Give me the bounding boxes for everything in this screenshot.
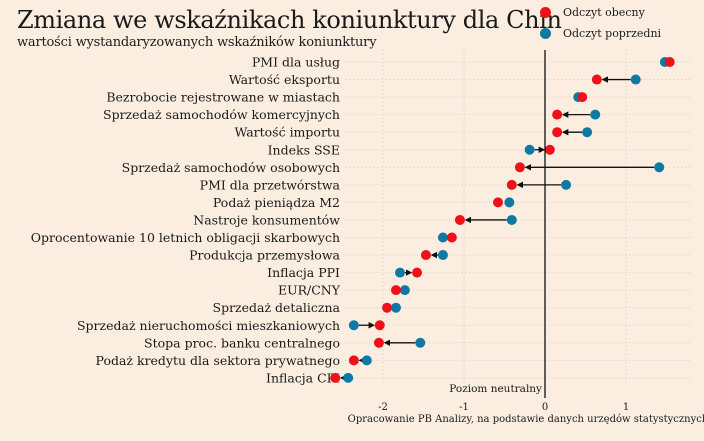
category-label: Wartość eksportu (229, 72, 340, 87)
category-label: Sprzedaż detaliczna (213, 300, 341, 315)
previous-value-point (395, 267, 406, 278)
current-value-point (454, 214, 465, 225)
category-label: Podaż kredytu dla sektora prywatnego (96, 353, 340, 368)
legend-label-current: Odczyt obecny (563, 6, 645, 19)
category-label: Wartość importu (234, 125, 340, 140)
category-label: Sprzedaż nieruchomości mieszkaniowych (77, 318, 340, 333)
current-value-point (373, 337, 384, 348)
category-label: PMI dla przetwórstwa (200, 177, 341, 192)
category-label: Bezrobocie rejestrowane w miastach (106, 90, 340, 105)
previous-value-point (390, 302, 401, 313)
x-tick-label: 1 (623, 402, 629, 413)
current-value-point (420, 250, 431, 261)
legend-dot-previous-icon (540, 28, 551, 39)
previous-value-point (399, 285, 410, 296)
previous-value-point (504, 197, 515, 208)
previous-value-point (654, 162, 665, 173)
category-label: Podaż pieniądza M2 (213, 195, 340, 210)
category-label: Sprzedaż samochodów komercyjnych (103, 107, 340, 122)
legend-item-current: Odczyt obecny (540, 2, 661, 23)
previous-value-point (415, 337, 426, 348)
previous-value-point (582, 127, 593, 138)
current-value-point (544, 144, 555, 155)
previous-value-point (524, 144, 535, 155)
reference-line-label: Poziom neutralny (449, 383, 542, 395)
current-value-point (506, 179, 517, 190)
current-value-point (514, 162, 525, 173)
previous-value-point (506, 214, 517, 225)
current-value-point (348, 355, 359, 366)
legend-dot-current-icon (540, 7, 551, 18)
previous-value-point (348, 320, 359, 331)
chart-title: Zmiana we wskaźnikach koniunktury dla Ch… (17, 6, 562, 34)
current-value-point (374, 320, 385, 331)
current-value-point (577, 92, 588, 103)
category-label: Stopa proc. banku centralnego (144, 335, 340, 350)
chart-subtitle: wartości wystandaryzowanych wskaźników k… (17, 35, 377, 50)
legend-item-previous: Odczyt poprzedni (540, 23, 661, 44)
category-label: EUR/CNY (278, 283, 341, 298)
category-label: Oprocentowanie 10 letnich obligacji skar… (31, 230, 340, 245)
previous-value-point (361, 355, 372, 366)
previous-value-point (590, 109, 601, 120)
category-label: PMI dla usług (252, 55, 340, 70)
source-note: Opracowanie PB Analizy, na podstawie dan… (348, 414, 704, 425)
category-label: Indeks SSE (268, 142, 340, 157)
previous-value-point (437, 232, 448, 243)
legend: Odczyt obecny Odczyt poprzedni (540, 2, 661, 44)
current-value-point (412, 267, 423, 278)
current-value-point (591, 74, 602, 85)
current-value-point (493, 197, 504, 208)
current-value-point (552, 127, 563, 138)
previous-value-point (561, 179, 572, 190)
x-tick-label: -2 (378, 402, 388, 413)
previous-value-point (437, 250, 448, 261)
category-label: Produkcja przemysłowa (189, 248, 340, 263)
category-label: Inflacja CPI (266, 370, 340, 385)
x-tick-label: 0 (542, 402, 548, 413)
current-value-point (382, 302, 393, 313)
current-value-point (664, 57, 675, 67)
category-label: Inflacja PPI (267, 265, 340, 280)
current-value-point (552, 109, 563, 120)
legend-label-previous: Odczyt poprzedni (563, 27, 662, 40)
current-value-point (446, 232, 457, 243)
previous-value-point (343, 372, 354, 383)
previous-value-point (630, 74, 641, 85)
current-value-point (330, 372, 341, 383)
category-label: Nastroje konsumentów (193, 212, 340, 227)
category-label: Sprzedaż samochodów osobowych (122, 160, 340, 175)
x-tick-label: -1 (459, 402, 469, 413)
current-value-point (390, 285, 401, 296)
